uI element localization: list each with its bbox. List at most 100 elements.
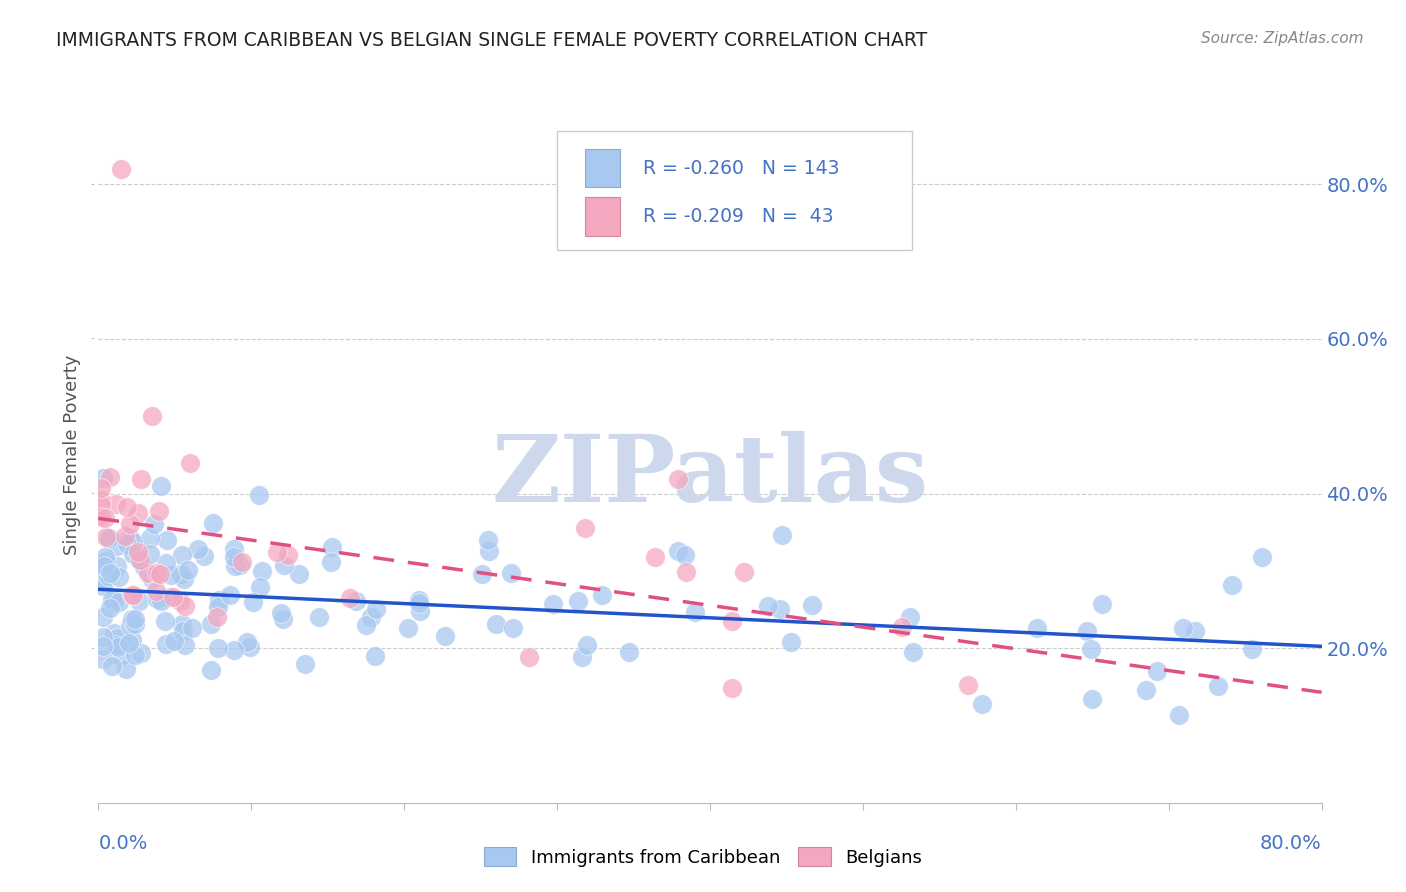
Point: [131, 646, 153, 660]
Point: [898, 609, 921, 624]
Point: [769, 602, 792, 616]
Point: [150, 479, 173, 493]
Point: [96, 561, 118, 575]
Point: [127, 545, 149, 559]
Point: [160, 568, 183, 582]
Point: [162, 590, 184, 604]
Point: [174, 599, 197, 614]
Point: [236, 634, 259, 648]
Point: [273, 558, 295, 572]
Point: [180, 621, 202, 635]
Point: [101, 591, 124, 606]
Point: [574, 521, 596, 535]
Point: [115, 500, 138, 514]
Point: [91, 630, 114, 644]
Point: [200, 663, 222, 677]
Point: [396, 621, 419, 635]
Point: [576, 638, 599, 652]
Point: [957, 678, 980, 692]
Bar: [585, 197, 620, 235]
Point: [1146, 664, 1168, 678]
Point: [128, 553, 150, 567]
Point: [169, 594, 191, 608]
Point: [107, 570, 129, 584]
Point: [94, 530, 117, 544]
Point: [139, 531, 162, 545]
Point: [124, 616, 146, 631]
Point: [121, 588, 143, 602]
Point: [127, 506, 149, 520]
Text: IMMIGRANTS FROM CARIBBEAN VS BELGIAN SINGLE FEMALE POVERTY CORRELATION CHART: IMMIGRANTS FROM CARIBBEAN VS BELGIAN SIN…: [56, 31, 928, 50]
Point: [98, 566, 121, 580]
Point: [93, 566, 115, 581]
Point: [97, 531, 120, 545]
Point: [177, 563, 200, 577]
Point: [136, 566, 159, 580]
Point: [363, 648, 385, 663]
Point: [98, 532, 121, 546]
Point: [91, 610, 114, 624]
Text: 0.0%: 0.0%: [98, 834, 148, 853]
Point: [121, 632, 143, 647]
Point: [287, 567, 309, 582]
Point: [644, 550, 666, 565]
Point: [200, 617, 222, 632]
Point: [1168, 707, 1191, 722]
Point: [129, 553, 152, 567]
Point: [1171, 621, 1194, 635]
Point: [218, 588, 240, 602]
Point: [143, 517, 166, 532]
Point: [1135, 682, 1157, 697]
Point: [145, 584, 167, 599]
Point: [118, 531, 141, 545]
Point: [801, 598, 824, 612]
Point: [249, 580, 271, 594]
Point: [101, 658, 124, 673]
Point: [141, 572, 163, 586]
Point: [270, 606, 292, 620]
Point: [408, 595, 430, 609]
Point: [477, 533, 499, 548]
Point: [138, 547, 160, 561]
Text: ZIPatlas: ZIPatlas: [492, 431, 928, 521]
Point: [97, 569, 120, 583]
Point: [502, 621, 524, 635]
Point: [222, 643, 245, 657]
Point: [103, 595, 125, 609]
Point: [107, 640, 129, 654]
Point: [344, 594, 367, 608]
Point: [128, 552, 150, 566]
Point: [132, 560, 155, 574]
Point: [277, 549, 299, 563]
Point: [94, 554, 117, 568]
Point: [159, 590, 181, 604]
Point: [1220, 577, 1243, 591]
Point: [1250, 550, 1272, 565]
Legend: Immigrants from Caribbean, Belgians: Immigrants from Caribbean, Belgians: [477, 840, 929, 874]
Point: [155, 556, 177, 570]
Point: [91, 579, 114, 593]
Point: [149, 567, 172, 582]
Point: [321, 540, 343, 554]
Point: [155, 637, 177, 651]
Point: [228, 558, 250, 573]
Point: [720, 614, 742, 628]
Point: [1080, 641, 1102, 656]
Point: [247, 488, 270, 502]
Point: [141, 409, 163, 424]
Point: [890, 620, 912, 634]
Point: [1206, 680, 1229, 694]
Point: [93, 511, 115, 525]
Point: [108, 595, 131, 609]
Point: [1025, 621, 1047, 635]
Point: [93, 573, 115, 587]
Point: [170, 566, 193, 581]
Point: [179, 456, 201, 470]
Point: [478, 544, 501, 558]
Text: 80.0%: 80.0%: [1260, 834, 1322, 853]
Point: [408, 593, 430, 607]
Point: [901, 645, 924, 659]
Text: R = -0.260   N = 143: R = -0.260 N = 143: [643, 159, 839, 178]
Point: [110, 161, 132, 176]
Point: [266, 544, 288, 558]
